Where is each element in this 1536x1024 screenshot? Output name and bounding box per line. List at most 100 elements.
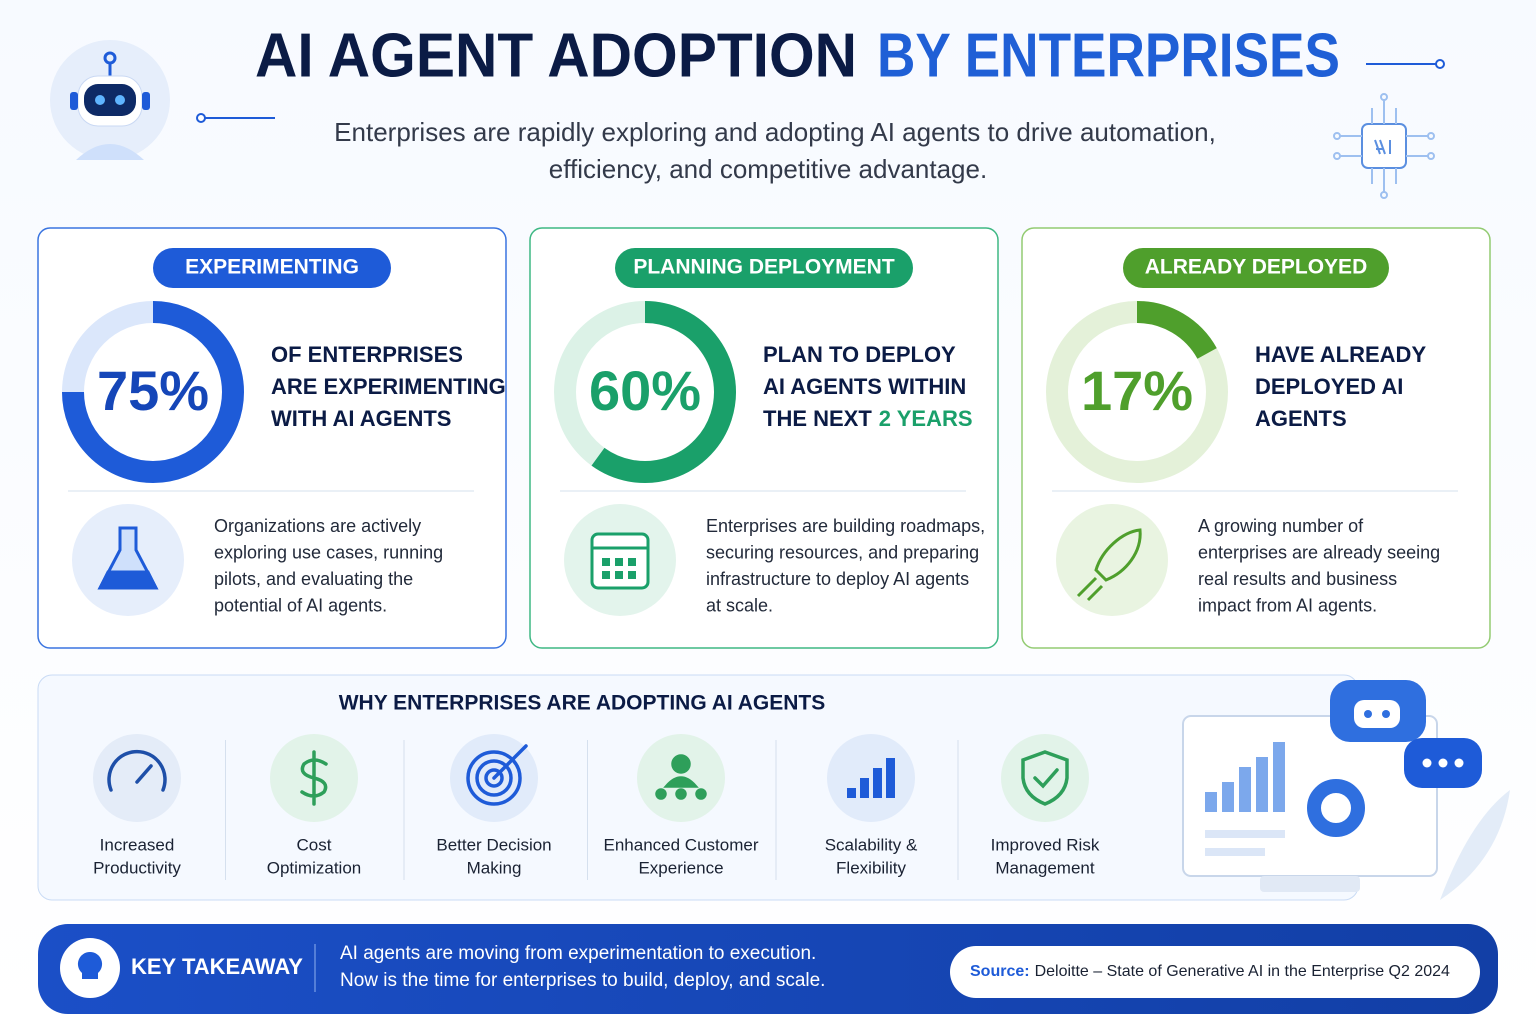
bar-icon	[847, 788, 856, 798]
reason-label: Making	[467, 858, 522, 877]
headline-text: OF ENTERPRISES	[271, 342, 463, 367]
reason-label: Improved Risk	[991, 835, 1100, 854]
takeaway-text: Now is the time for enterprises to build…	[340, 970, 825, 991]
rocket-trail	[1076, 576, 1104, 602]
stage-pill	[1123, 248, 1389, 288]
chat-dot	[1438, 758, 1448, 768]
calendar-day	[615, 571, 623, 579]
flask-liquid	[97, 570, 159, 590]
stage-headline: DEPLOYED AI	[1255, 374, 1403, 399]
donut-value: 75%	[97, 359, 209, 422]
stage-icon	[97, 526, 159, 590]
reason-label: Cost	[297, 835, 332, 854]
reason-label: Scalability &	[825, 835, 918, 854]
stage-headline: HAVE ALREADY	[1255, 342, 1426, 367]
bar-icon	[886, 758, 895, 798]
stage-description: Enterprises are building roadmaps,	[706, 516, 985, 536]
donut-value: 60%	[589, 359, 701, 422]
headline-text: ARE EXPERIMENTING	[271, 374, 506, 399]
star	[675, 788, 687, 800]
reason-label: Better Decision	[436, 835, 551, 854]
mini-bar	[1239, 767, 1251, 812]
bar-icon	[873, 768, 882, 798]
takeaway-label: KEY TAKEAWAY	[131, 954, 303, 979]
headline-text: DEPLOYED AI	[1255, 374, 1403, 399]
reason-label: Flexibility	[836, 858, 906, 877]
stage-description: securing resources, and preparing	[706, 542, 979, 562]
stage-pill	[153, 248, 391, 288]
calendar-day	[628, 558, 636, 566]
calendar-day	[602, 558, 610, 566]
target-ring	[466, 750, 522, 806]
rocket	[1094, 528, 1142, 582]
headline-text: AI AGENTS WITHIN	[763, 374, 966, 399]
leaf	[1440, 790, 1510, 900]
mini-bar	[1256, 757, 1268, 812]
source-pill	[950, 946, 1480, 998]
donut-arc	[62, 301, 244, 483]
stage-description: enterprises are already seeing	[1198, 542, 1440, 562]
title-main: AI AGENT ADOPTION	[255, 21, 857, 90]
reason-icon	[655, 754, 707, 800]
chat-dot	[1422, 758, 1432, 768]
source-label: Source:	[970, 963, 1030, 980]
check	[1033, 768, 1059, 789]
donut-arc	[1136, 301, 1217, 360]
stage-description: A growing number of	[1198, 516, 1364, 536]
stage-description: infrastructure to deploy AI agents	[706, 569, 969, 589]
dart	[492, 744, 528, 780]
headline-text: HAVE ALREADY	[1255, 342, 1426, 367]
stage-headline: AGENTS	[1255, 406, 1347, 431]
star	[655, 788, 667, 800]
reason-label: Management	[995, 858, 1095, 877]
stage-label: EXPERIMENTING	[185, 256, 359, 279]
stage-label: ALREADY DEPLOYED	[1145, 256, 1367, 279]
robot-eye	[1382, 710, 1390, 718]
donut-arc	[591, 301, 736, 483]
stage-headline: AI AGENTS WITHIN	[763, 374, 966, 399]
stage-label: PLANNING DEPLOYMENT	[633, 256, 895, 279]
person	[671, 754, 691, 774]
mini-bar	[1205, 792, 1217, 812]
reason-icon	[300, 750, 328, 806]
mini-bar	[1273, 742, 1285, 812]
title-accent: BY ENTERPRISES	[877, 21, 1340, 90]
gauge	[107, 749, 167, 792]
target-ring	[475, 759, 513, 797]
stage-headline: PLAN TO DEPLOY	[763, 342, 956, 367]
reason-label: Productivity	[93, 858, 181, 877]
reason-label: Increased	[100, 835, 175, 854]
stage-headline: OF ENTERPRISES	[271, 342, 463, 367]
reason-icon-bg	[827, 734, 915, 822]
stage-description: potential of AI agents.	[214, 595, 387, 615]
chat-dot	[1454, 758, 1464, 768]
stage-description: at scale.	[706, 595, 773, 615]
stage-pill	[615, 248, 913, 288]
headline-accent: 2 YEARS	[879, 406, 973, 431]
reason-icon	[1021, 750, 1069, 806]
calendar-day	[628, 571, 636, 579]
stage-headline: THE NEXT 2 YEARS	[763, 406, 973, 431]
stage-headline: ARE EXPERIMENTING	[271, 374, 506, 399]
robot-eye	[1364, 710, 1372, 718]
shield	[1021, 750, 1069, 806]
source: Source: Deloitte – State of Generative AI…	[970, 963, 1450, 980]
bar-icon	[860, 778, 869, 798]
headline-text: THE NEXT	[763, 406, 872, 431]
takeaway-text: AI agents are moving from experimentatio…	[340, 943, 816, 964]
icon-bg	[1056, 504, 1168, 616]
reason-icon	[466, 744, 528, 806]
person-body	[663, 776, 699, 788]
reason-icon-bg	[1001, 734, 1089, 822]
calendar-day	[602, 571, 610, 579]
donut-value: 17%	[1081, 359, 1193, 422]
headline-text: AGENTS	[1255, 406, 1347, 431]
mini-bar	[1222, 782, 1234, 812]
stage-description: Organizations are actively	[214, 516, 421, 536]
subtitle: efficiency, and competitive advantage.	[549, 154, 987, 184]
star	[695, 788, 707, 800]
stage-icon	[590, 532, 650, 590]
stage-description: real results and business	[1198, 569, 1397, 589]
source-text: Deloitte – State of Generative AI in the…	[1035, 963, 1450, 980]
dollar	[300, 750, 328, 806]
